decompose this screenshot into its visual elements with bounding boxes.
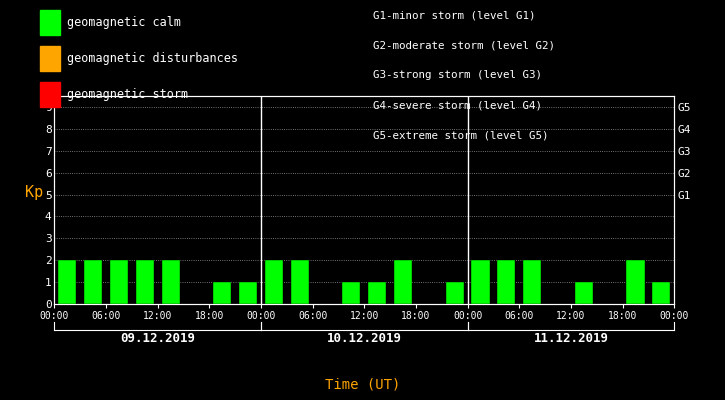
Bar — [110, 260, 128, 304]
Bar — [136, 260, 154, 304]
Text: geomagnetic calm: geomagnetic calm — [67, 16, 181, 29]
Bar — [626, 260, 645, 304]
Bar — [652, 282, 671, 304]
Text: Time (UT): Time (UT) — [325, 378, 400, 392]
Text: G4-severe storm (level G4): G4-severe storm (level G4) — [373, 100, 542, 110]
Text: G3-strong storm (level G3): G3-strong storm (level G3) — [373, 70, 542, 80]
Bar — [471, 260, 489, 304]
Bar — [523, 260, 542, 304]
Bar — [239, 282, 257, 304]
Text: 09.12.2019: 09.12.2019 — [120, 332, 195, 344]
Bar — [342, 282, 360, 304]
Bar — [291, 260, 309, 304]
Text: 10.12.2019: 10.12.2019 — [327, 332, 402, 344]
Bar — [394, 260, 412, 304]
Text: geomagnetic disturbances: geomagnetic disturbances — [67, 52, 239, 65]
Bar — [84, 260, 102, 304]
Bar — [58, 260, 76, 304]
Text: G5-extreme storm (level G5): G5-extreme storm (level G5) — [373, 130, 549, 140]
Bar — [678, 282, 696, 304]
Text: 11.12.2019: 11.12.2019 — [534, 332, 608, 344]
Bar — [213, 282, 231, 304]
Bar — [162, 260, 180, 304]
Bar — [497, 260, 515, 304]
Text: G2-moderate storm (level G2): G2-moderate storm (level G2) — [373, 40, 555, 50]
Bar — [446, 282, 464, 304]
Bar — [265, 260, 283, 304]
Bar — [704, 282, 722, 304]
Bar — [368, 282, 386, 304]
Text: G1-minor storm (level G1): G1-minor storm (level G1) — [373, 10, 536, 20]
Y-axis label: Kp: Kp — [25, 185, 43, 200]
Bar — [575, 282, 593, 304]
Text: geomagnetic storm: geomagnetic storm — [67, 88, 188, 101]
